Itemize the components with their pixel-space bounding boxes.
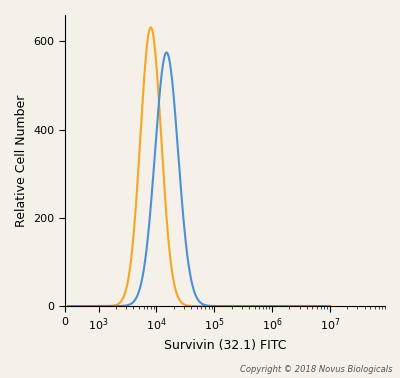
X-axis label: Survivin (32.1) FITC: Survivin (32.1) FITC [164, 339, 286, 352]
Text: Copyright © 2018 Novus Biologicals: Copyright © 2018 Novus Biologicals [240, 365, 392, 374]
Y-axis label: Relative Cell Number: Relative Cell Number [15, 94, 28, 227]
